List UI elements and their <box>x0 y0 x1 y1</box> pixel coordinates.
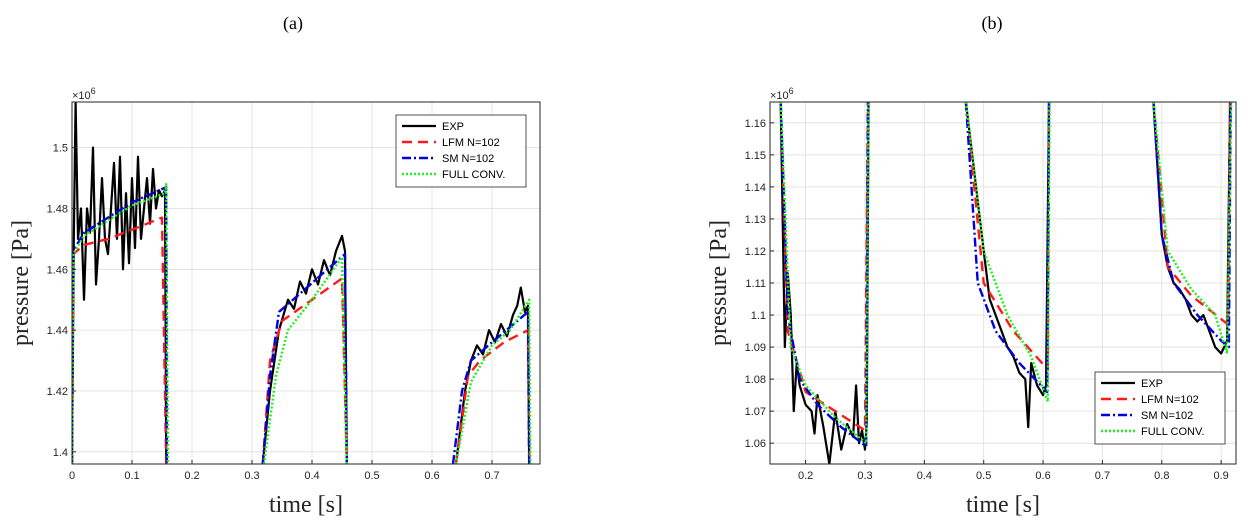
panel-a-legend: EXP LFM N=102 SM N=102 FULL CONV. <box>395 114 527 188</box>
panel-b-series-2-line-0 <box>779 102 870 448</box>
panel-b-xtick-label-4: 0.6 <box>1035 470 1050 482</box>
panel-a-y-multiplier: ×106 <box>72 86 96 102</box>
panel-b-ytick-label-3: 1.09 <box>745 342 766 354</box>
panel-b-xtick-label-2: 0.4 <box>917 470 932 482</box>
panel-b-legend-label-0: EXP <box>1141 378 1163 390</box>
panel-b-ytick-label-0: 1.06 <box>745 438 766 450</box>
panel-b-ytick-label-7: 1.13 <box>745 214 766 226</box>
panel-a-legend-label-0: EXP <box>442 121 464 133</box>
panel-b-ytick-label-8: 1.14 <box>745 182 766 194</box>
panel-a-series-0-line-2 <box>454 286 531 464</box>
panel-a-axes-frame <box>71 101 541 465</box>
panel-a-series-3-line-0 <box>72 182 170 464</box>
panel-a-series-0-line-0 <box>72 102 168 464</box>
panel-a-legend-label-3: FULL CONV. <box>442 169 505 181</box>
panel-b-ytick-label-10: 1.16 <box>745 118 766 130</box>
panel-b-legend-label-1: LFM N=102 <box>1141 394 1199 406</box>
panel-b-legend-label-2: SM N=102 <box>1141 410 1193 422</box>
panel-b-series-1-line-1 <box>964 102 1051 371</box>
panel-b-series-3-line-1 <box>964 102 1051 403</box>
panel-b-series-2-line-2 <box>1152 102 1232 349</box>
panel-a-series-group <box>72 102 532 464</box>
panel-b-ytick-label-6: 1.12 <box>745 246 766 258</box>
panel-b-ytick-label-4: 1.1 <box>751 310 766 322</box>
panel-a-ytick-label-2: 1.44 <box>47 325 68 337</box>
chart-panel-b: (b) 0.2 0.3 0.4 0.5 0.6 0.7 0.8 0.9 1.06 1.07 1.08 1… <box>706 13 1237 518</box>
panel-a-xtick-label-6: 0.6 <box>424 470 439 482</box>
panel-a-series-3-line-1 <box>262 255 348 464</box>
panel-a-xtick-label-7: 0.7 <box>484 470 499 482</box>
panel-a-label: (a) <box>283 13 303 34</box>
panel-a-legend-label-1: LFM N=102 <box>442 137 500 149</box>
panel-a-ytick-label-4: 1.48 <box>47 203 68 215</box>
panel-b-ylabel: pressure [Pa] <box>706 220 732 346</box>
panel-a-ytick-label-1: 1.42 <box>47 386 68 398</box>
panel-b-series-3-line-2 <box>1152 102 1233 355</box>
panel-b-xlabel: time [s] <box>966 492 1040 518</box>
panel-a-xtick-label-2: 0.2 <box>184 470 199 482</box>
panel-b-ytick-label-9: 1.15 <box>745 150 766 162</box>
panel-b-series-group <box>779 102 1233 464</box>
panel-b-series-3-line-0 <box>779 102 870 445</box>
panel-b-y-multiplier: ×106 <box>770 86 794 102</box>
panel-b-series-0-line-1 <box>964 102 1051 429</box>
panel-a-ytick-label-5: 1.5 <box>53 143 68 155</box>
panel-a-ytick-label-0: 1.4 <box>53 447 68 459</box>
panel-b-xtick-label-3: 0.5 <box>976 470 991 482</box>
panel-a-xtick-label-1: 0.1 <box>124 470 139 482</box>
panel-a-xtick-label-4: 0.4 <box>304 470 319 482</box>
chart-panel-a: (a) 0 0.1 0.2 0.3 0.4 0.5 0.6 0.7 1.4 1.42 1.44 1.46… <box>8 13 541 518</box>
panel-a-ylabel: pressure [Pa] <box>8 220 34 346</box>
panel-a-series-2-line-2 <box>451 310 531 464</box>
panel-a-xlabel: time [s] <box>269 492 343 518</box>
panel-b-label: (b) <box>982 13 1003 34</box>
panel-a-xtick-label-5: 0.5 <box>364 470 379 482</box>
panel-b-xtick-label-1: 0.3 <box>857 470 872 482</box>
panel-b-xtick-label-6: 0.8 <box>1154 470 1169 482</box>
panel-b-series-0-line-0 <box>779 102 870 464</box>
panel-b-xtick-label-0: 0.2 <box>798 470 813 482</box>
panel-a-legend-label-2: SM N=102 <box>442 153 494 165</box>
panel-b-ytick-label-5: 1.11 <box>745 278 766 290</box>
panel-b-ytick-label-1: 1.07 <box>745 406 766 418</box>
panel-b-legend-label-3: FULL CONV. <box>1141 426 1204 438</box>
panel-a-ytick-label-3: 1.46 <box>47 264 68 276</box>
panel-b-ytick-label-2: 1.08 <box>745 374 766 386</box>
panel-a-xtick-label-3: 0.3 <box>244 470 259 482</box>
panel-a-xtick-label-0: 0 <box>69 470 75 482</box>
panel-a-series-2-line-1 <box>261 252 348 464</box>
panel-b-legend: EXP LFM N=102 SM N=102 FULL CONV. <box>1094 371 1226 445</box>
panel-a-series-3-line-2 <box>454 298 532 464</box>
panel-b-xtick-label-7: 0.9 <box>1214 470 1229 482</box>
panel-b-xtick-label-5: 0.7 <box>1095 470 1110 482</box>
